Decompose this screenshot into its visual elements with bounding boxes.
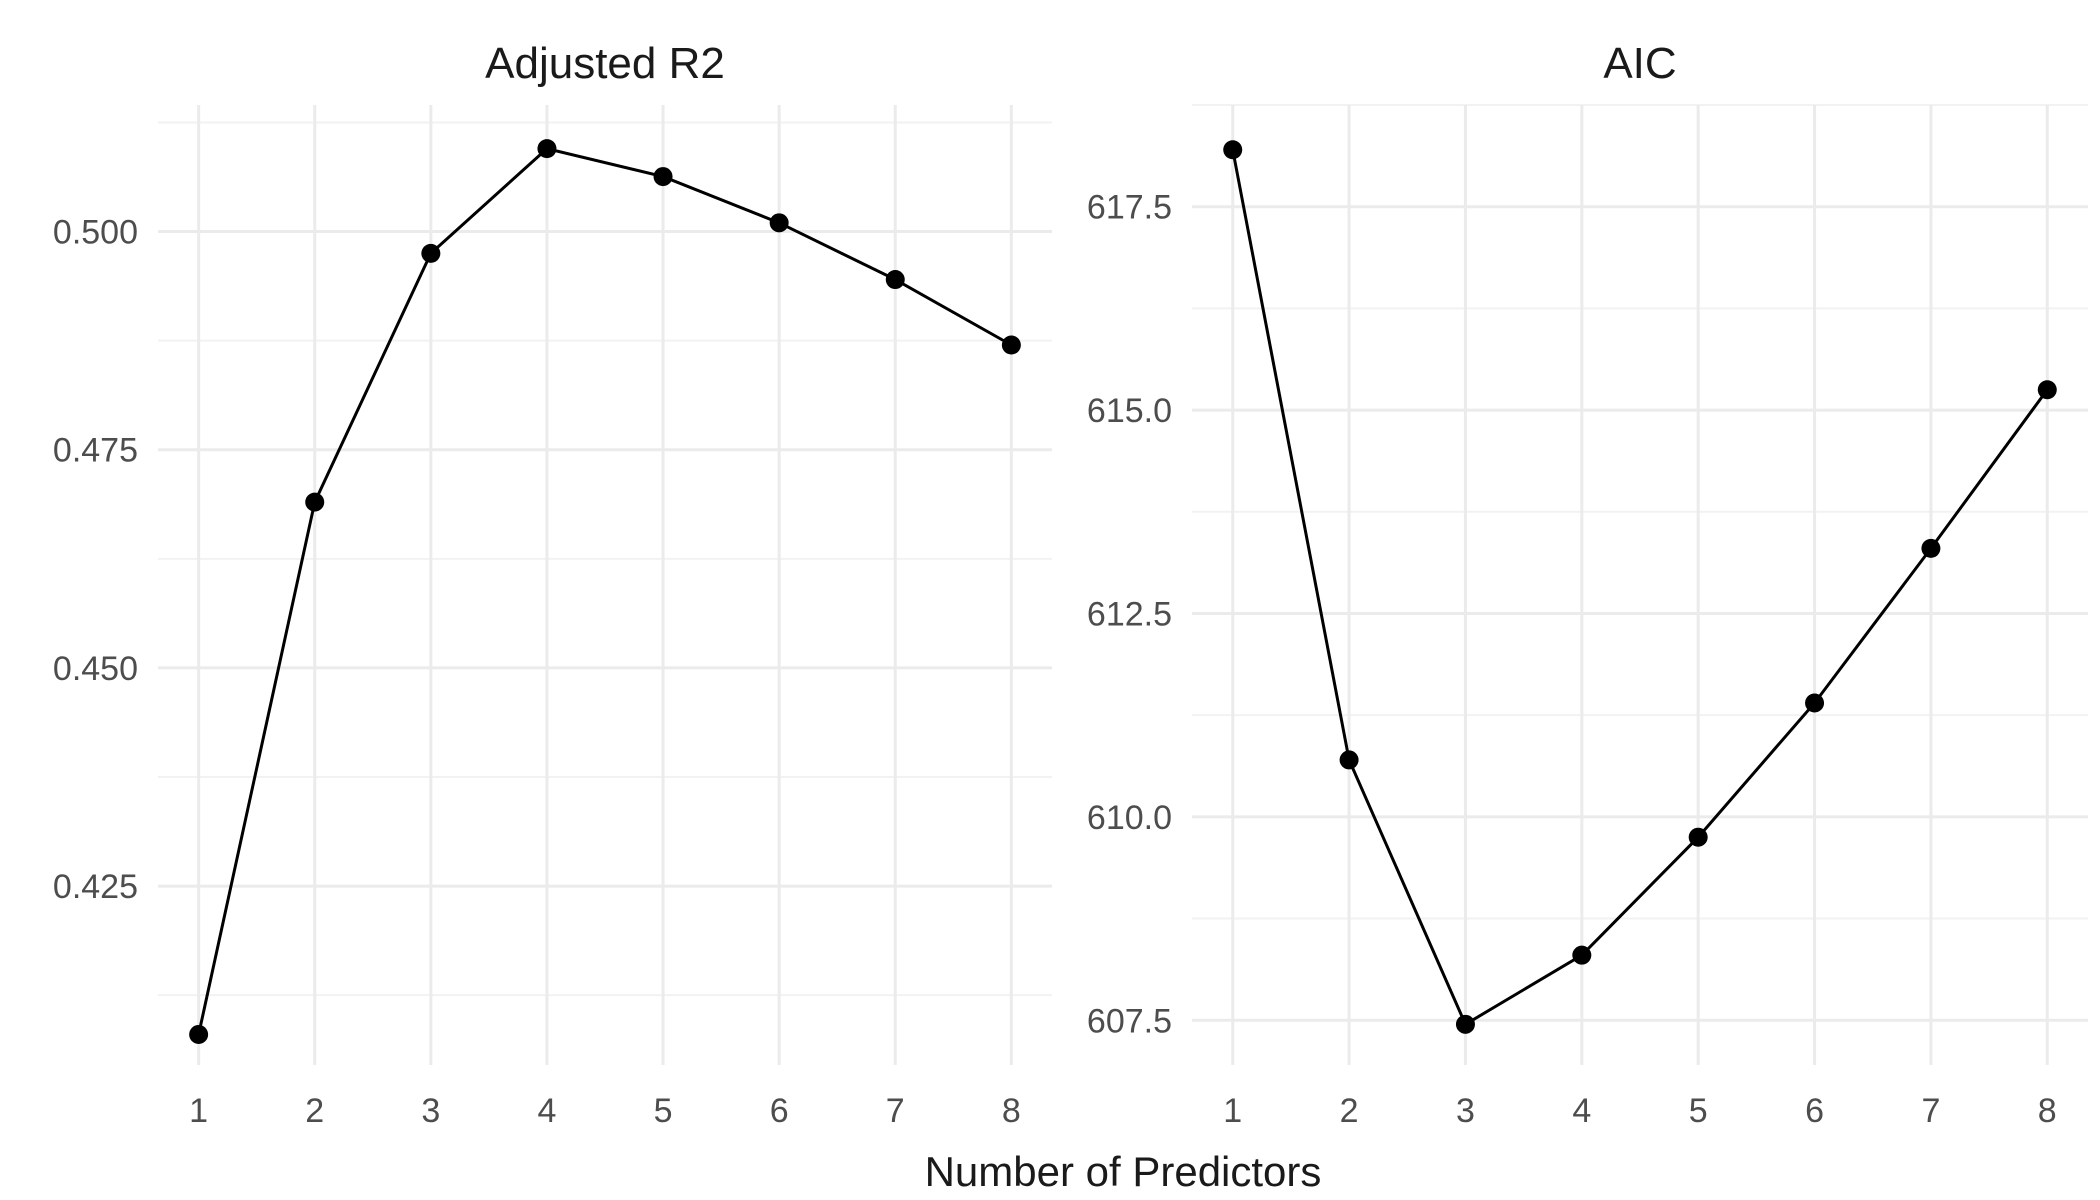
x-axis-title: Number of Predictors	[925, 1148, 1322, 1195]
aic-x-tick-label: 6	[1805, 1092, 1824, 1130]
adjusted-r2-point	[769, 213, 789, 233]
aic-y-tick-label: 617.5	[1087, 189, 1172, 227]
aic-x-tick-label: 7	[1921, 1092, 1940, 1130]
adjusted-r2-x-tick-label: 2	[305, 1092, 324, 1130]
aic-y-tick-label: 612.5	[1087, 595, 1172, 633]
aic-x-tick-label: 5	[1689, 1092, 1708, 1130]
aic-series	[1223, 140, 2057, 1034]
adjusted-r2-series	[189, 139, 1021, 1044]
aic-point	[1455, 1014, 1475, 1034]
adjusted-r2-y-tick-label: 0.475	[53, 432, 138, 470]
aic-line	[1231, 149, 2049, 1027]
aic-y-tick-label: 610.0	[1087, 799, 1172, 837]
adjusted-r2-y-ticks: 0.425 0.450 0.475 0.500	[53, 214, 138, 907]
adjusted-r2-x-ticks: 1 2 3 4 5 6 7 8	[189, 1092, 1021, 1130]
adjusted-r2-title: Adjusted R2	[485, 39, 725, 88]
adjusted-r2-point	[305, 492, 325, 512]
aic-panel: 607.5 610.0 612.5 615.0 617.5 1 2 3 4 5 6 7 8 AIC	[1087, 39, 2088, 1130]
adjusted-r2-point	[885, 270, 905, 290]
aic-point	[1921, 538, 1941, 558]
adjusted-r2-x-tick-label: 5	[654, 1092, 673, 1130]
aic-point	[1339, 750, 1359, 770]
adjusted-r2-x-tick-label: 6	[770, 1092, 789, 1130]
aic-point	[1572, 945, 1592, 965]
aic-x-tick-label: 3	[1456, 1092, 1475, 1130]
aic-y-ticks: 607.5 610.0 612.5 615.0 617.5	[1087, 189, 1172, 1041]
adjusted-r2-point	[1001, 335, 1021, 355]
aic-x-tick-label: 2	[1340, 1092, 1359, 1130]
adjusted-r2-point	[653, 167, 673, 187]
aic-grid	[1192, 104, 2088, 1065]
aic-y-tick-label: 607.5	[1087, 1002, 1172, 1040]
adjusted-r2-line	[197, 146, 1013, 1035]
adjusted-r2-x-tick-label: 4	[537, 1092, 556, 1130]
adjusted-r2-panel: 0.425 0.450 0.475 0.500 1 2 3 4 5 6 7 8 Adjusted R…	[53, 39, 1052, 1130]
adjusted-r2-x-tick-label: 7	[886, 1092, 905, 1130]
adjusted-r2-point	[421, 243, 441, 263]
aic-x-tick-label: 1	[1223, 1092, 1242, 1130]
aic-point	[1688, 827, 1708, 847]
adjusted-r2-y-tick-label: 0.450	[53, 650, 138, 688]
aic-x-tick-label: 8	[2038, 1092, 2057, 1130]
adjusted-r2-y-tick-label: 0.425	[53, 868, 138, 906]
adjusted-r2-grid	[158, 105, 1052, 1065]
aic-point	[1223, 140, 1243, 160]
adjusted-r2-y-tick-label: 0.500	[53, 214, 138, 252]
aic-x-tick-label: 4	[1572, 1092, 1591, 1130]
aic-point	[1805, 693, 1825, 713]
aic-y-tick-label: 615.0	[1087, 392, 1172, 430]
adjusted-r2-point	[537, 139, 557, 159]
aic-x-ticks: 1 2 3 4 5 6 7 8	[1223, 1092, 2056, 1130]
adjusted-r2-x-tick-label: 1	[189, 1092, 208, 1130]
aic-point	[2037, 380, 2057, 400]
adjusted-r2-point	[189, 1024, 209, 1044]
adjusted-r2-x-tick-label: 3	[421, 1092, 440, 1130]
aic-title: AIC	[1603, 39, 1676, 88]
adjusted-r2-x-tick-label: 8	[1002, 1092, 1021, 1130]
